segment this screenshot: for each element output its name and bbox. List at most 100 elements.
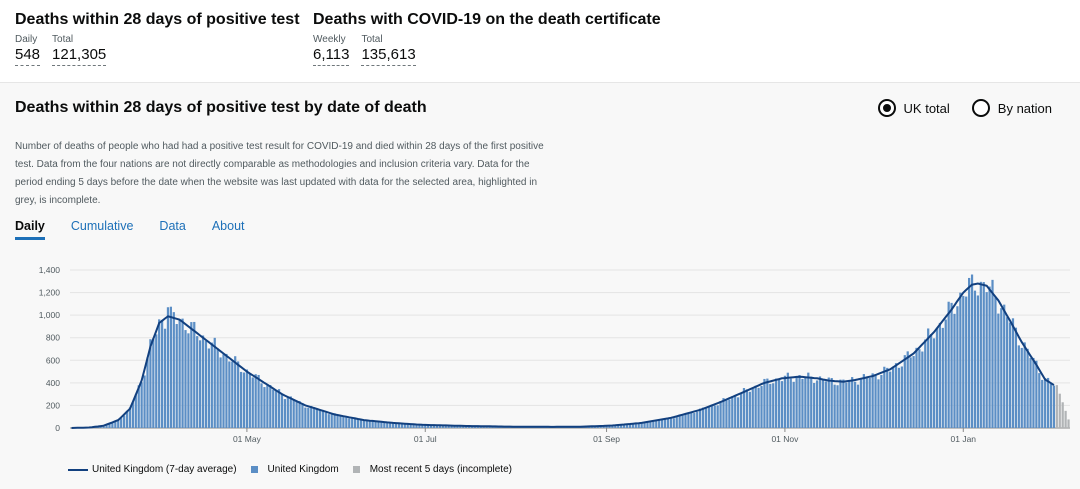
- data-bar: [673, 418, 675, 428]
- data-bar: [284, 399, 286, 428]
- data-bar: [860, 379, 862, 428]
- data-bar: [804, 377, 806, 428]
- data-bar: [948, 302, 950, 428]
- y-tick-label: 600: [46, 355, 60, 365]
- data-bar: [179, 320, 181, 428]
- data-bar: [304, 408, 306, 428]
- data-bar: [196, 336, 198, 428]
- radio-by-nation[interactable]: By nation: [972, 99, 1052, 117]
- data-bar: [316, 410, 318, 428]
- data-bar: [252, 377, 254, 428]
- data-bar: [795, 377, 797, 428]
- data-bar: [155, 334, 157, 428]
- metric-value[interactable]: 121,305: [52, 46, 106, 66]
- data-bar: [176, 324, 178, 428]
- data-bar: [828, 378, 830, 428]
- y-tick-label: 200: [46, 400, 60, 410]
- radio-unselected-icon[interactable]: [972, 99, 990, 117]
- summary-metrics: Daily 548 Total 121,305: [15, 34, 300, 66]
- data-bar: [842, 380, 844, 428]
- data-bar: [930, 334, 932, 428]
- data-bar: [945, 320, 947, 428]
- data-bar: [866, 377, 868, 428]
- data-bar: [237, 361, 239, 428]
- data-bar: [345, 417, 347, 428]
- y-tick-label: 800: [46, 333, 60, 343]
- data-bar: [801, 379, 803, 428]
- x-tick-label: 01 Jan: [951, 434, 977, 444]
- data-bar: [661, 420, 663, 428]
- radio-selected-icon[interactable]: [878, 99, 896, 117]
- tab-cumulative[interactable]: Cumulative: [71, 219, 134, 240]
- data-bar: [1032, 358, 1034, 428]
- legend-label: United Kingdom: [268, 464, 339, 475]
- data-bar: [1009, 323, 1011, 428]
- data-bar: [974, 291, 976, 428]
- data-bar: [816, 380, 818, 428]
- tab-daily[interactable]: Daily: [15, 219, 45, 240]
- summary-title: Deaths within 28 days of positive test: [15, 10, 300, 30]
- data-bar: [141, 382, 143, 428]
- data-bar: [363, 420, 365, 428]
- data-bar: [1012, 318, 1014, 428]
- data-bar: [298, 401, 300, 428]
- data-bar: [831, 378, 833, 428]
- tab-data[interactable]: Data: [159, 219, 185, 240]
- x-tick-label: 01 Nov: [771, 434, 799, 444]
- x-tick-label: 01 Jul: [414, 434, 437, 444]
- data-bar: [1035, 361, 1037, 428]
- data-bar: [1044, 378, 1046, 428]
- data-bar: [269, 385, 271, 428]
- data-bar: [898, 368, 900, 428]
- metric-label: Total: [52, 34, 106, 46]
- data-bar: [143, 375, 145, 428]
- data-bar: [980, 282, 982, 428]
- data-bar: [652, 422, 654, 428]
- data-bar: [208, 348, 210, 428]
- data-bar: [1029, 358, 1031, 428]
- data-bar: [684, 414, 686, 428]
- data-bar: [877, 379, 879, 428]
- data-bar: [933, 338, 935, 428]
- data-bar: [1053, 386, 1055, 428]
- data-bar: [731, 396, 733, 428]
- data-bar: [293, 400, 295, 428]
- data-bar: [950, 303, 952, 428]
- data-bar: [755, 386, 757, 428]
- data-bar: [784, 376, 786, 428]
- data-bar: [983, 282, 985, 428]
- data-bar: [836, 385, 838, 428]
- data-bar: [152, 338, 154, 428]
- data-bar: [287, 398, 289, 428]
- data-bar: [199, 340, 201, 428]
- card-title: Deaths within 28 days of positive test b…: [15, 99, 427, 117]
- data-bar: [766, 379, 768, 428]
- metric-value[interactable]: 135,613: [361, 46, 415, 66]
- data-bar: [699, 409, 701, 428]
- data-bar: [161, 320, 163, 428]
- data-bar: [752, 388, 754, 428]
- data-bar: [369, 421, 371, 428]
- data-bar: [187, 333, 189, 428]
- data-bar: [757, 388, 759, 428]
- data-bar: [965, 297, 967, 428]
- metric-total: Total 121,305: [52, 34, 106, 66]
- data-bar: [158, 319, 160, 428]
- data-bar: [246, 370, 248, 428]
- data-bar: [225, 354, 227, 428]
- data-bar: [907, 351, 909, 428]
- y-tick-label: 0: [55, 423, 60, 433]
- data-bar: [1018, 345, 1020, 428]
- x-tick-label: 01 Sep: [593, 434, 620, 444]
- metric-value[interactable]: 6,113: [313, 46, 349, 66]
- data-bar: [848, 380, 850, 428]
- data-bar: [775, 379, 777, 428]
- data-bar: [863, 374, 865, 428]
- data-bar: [167, 307, 169, 428]
- x-tick-label: 01 May: [233, 434, 262, 444]
- data-bar: [184, 330, 186, 428]
- radio-uk-total[interactable]: UK total: [878, 99, 950, 117]
- metric-value[interactable]: 548: [15, 46, 40, 66]
- tab-about[interactable]: About: [212, 219, 245, 240]
